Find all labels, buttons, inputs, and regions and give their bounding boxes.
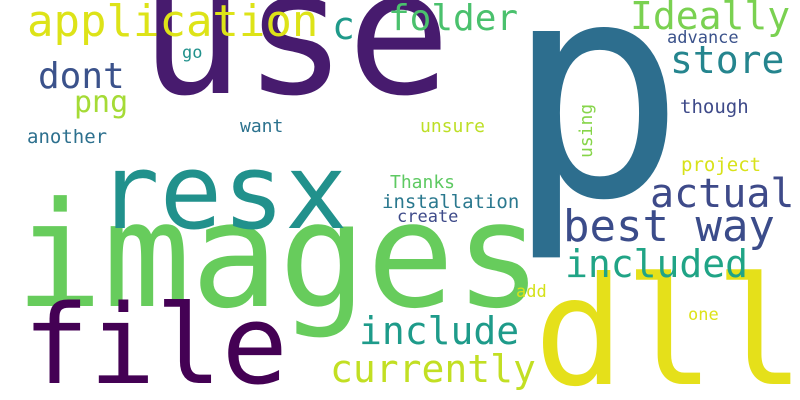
word-unsure: unsure (420, 116, 486, 137)
word-application: application (27, 0, 319, 47)
word-dont: dont (38, 56, 125, 97)
word-use: use (140, 0, 451, 134)
word-want: want (240, 116, 284, 137)
word-though: though (680, 96, 749, 118)
word-dll: dll (534, 246, 800, 400)
word-advance: advance (667, 28, 739, 48)
word-folder: folder (388, 0, 519, 39)
word-c: c (332, 4, 355, 48)
word-project: project (681, 154, 762, 176)
word-actual: actual (650, 171, 795, 217)
word-create: create (397, 207, 459, 227)
word-file: file (23, 281, 288, 400)
word-one: one (688, 305, 719, 325)
word-thanks: Thanks (390, 172, 456, 193)
word-installation: installation (382, 191, 520, 213)
word-currently: currently (330, 347, 536, 391)
word-included: included (565, 242, 749, 286)
word-ideally: Ideally (630, 0, 791, 38)
word-bestway: best way (563, 201, 775, 252)
word-png: png (74, 85, 129, 120)
word-another: another (27, 126, 108, 148)
word-go: go (182, 43, 203, 63)
word-p: p (505, 0, 686, 266)
word-include: include (359, 309, 520, 353)
word-images: images (15, 171, 543, 341)
word-store: store (670, 38, 785, 82)
word-using: using (576, 103, 597, 158)
word-resx: resx (97, 131, 348, 253)
word-add: add (516, 282, 547, 302)
